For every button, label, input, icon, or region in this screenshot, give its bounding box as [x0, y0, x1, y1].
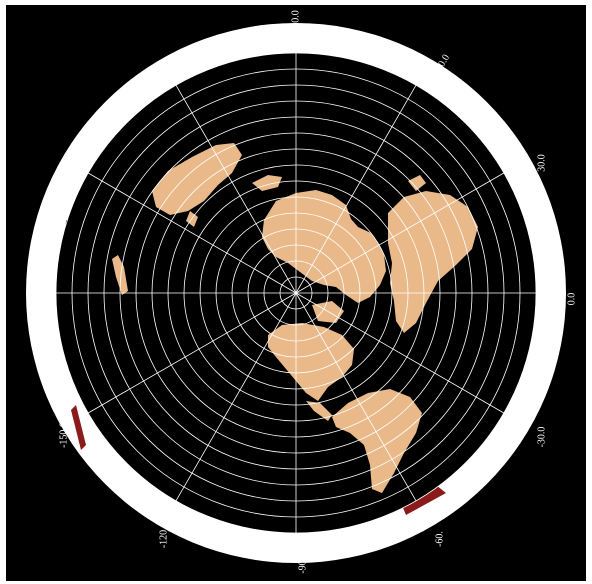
- meridian-line: [295, 292, 505, 414]
- ice-ring-edge-tint: [401, 485, 446, 515]
- lon-label-mid-right-lower: -30.0: [536, 426, 548, 448]
- meridian-line: [295, 172, 505, 294]
- map-frame: 90.0 120.0 60.0 150.0 30.0 ±180.0 0.0 -1…: [6, 5, 586, 581]
- lon-label-bottom: -90: [297, 560, 309, 574]
- graticule: [55, 52, 537, 534]
- lon-label-right: 0.0: [566, 292, 578, 306]
- meridian-line: [295, 292, 417, 502]
- lon-label-mid-right-upper: 30.0: [536, 154, 548, 172]
- meridian-line: [295, 84, 417, 294]
- meridian-line: [175, 292, 297, 502]
- land-islands: [408, 175, 426, 191]
- meridian-line: [87, 292, 297, 414]
- lon-label-lower-left: -120: [158, 529, 170, 549]
- lon-label-mid-left-lower: -150.0: [58, 422, 70, 448]
- meridian-line: [87, 172, 297, 294]
- meridian-line: [175, 84, 297, 294]
- map-canvas[interactable]: [6, 5, 586, 581]
- land-eurasia: [262, 190, 386, 303]
- ice-ring-edge-tint: [71, 405, 86, 450]
- lon-label-left: ±180.0: [28, 275, 40, 303]
- lon-label-top: 90.0: [290, 10, 302, 28]
- land-islands: [112, 255, 128, 295]
- land-central-america: [306, 401, 332, 421]
- lon-label-lower-right: -60.: [434, 531, 446, 547]
